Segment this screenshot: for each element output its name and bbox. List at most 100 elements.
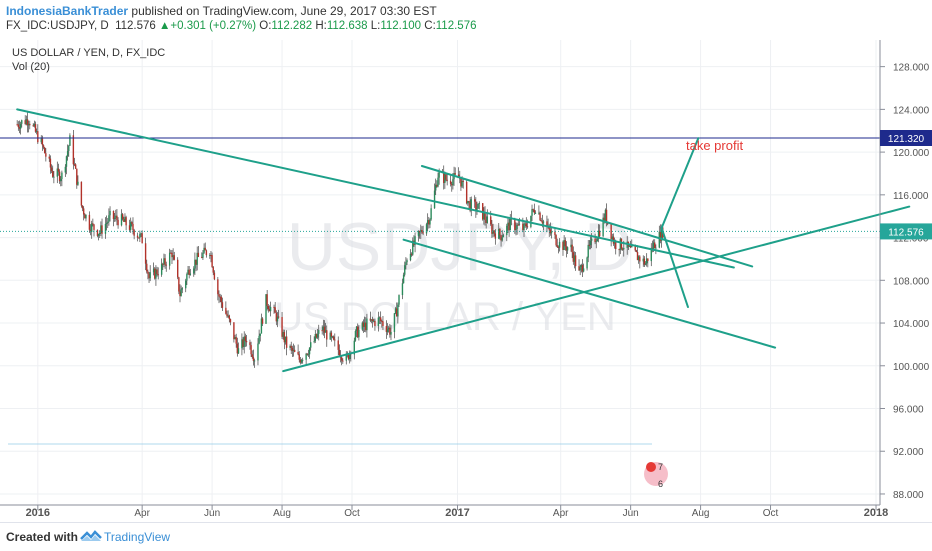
tradingview-logo-icon — [80, 530, 102, 541]
candle-body — [227, 315, 229, 317]
candle-body — [300, 360, 303, 363]
candle-body — [228, 315, 231, 320]
candle-body — [371, 319, 374, 322]
candle-body — [210, 255, 212, 257]
candle-body — [642, 258, 644, 262]
candle-body — [49, 158, 52, 168]
candle-body — [430, 208, 432, 220]
badge-top: 7 — [658, 462, 663, 472]
candle-body — [555, 235, 557, 246]
candle-body — [603, 217, 605, 222]
candle-body — [377, 317, 380, 326]
candle-body — [299, 359, 302, 363]
candle-body — [225, 307, 227, 314]
candle-body — [334, 339, 336, 341]
price-label: 112.576 — [888, 227, 924, 238]
candle-body — [426, 220, 429, 225]
candle-body — [315, 334, 318, 338]
y-axis[interactable]: 132.000128.000124.000120.000116.000112.0… — [880, 40, 930, 501]
candle-body — [201, 256, 203, 258]
candle-body — [530, 215, 532, 227]
candle-body — [24, 120, 26, 124]
candle-body — [267, 305, 269, 310]
trendline[interactable] — [420, 164, 754, 268]
candle-body — [68, 145, 70, 151]
candle-body — [172, 255, 174, 258]
x-axis[interactable]: 2016 Apr Jun Aug Oct 2017 Apr Jun Aug Oct 2018 — [26, 505, 889, 519]
candle-body — [404, 265, 406, 275]
candle-body — [99, 233, 101, 235]
candle-body — [443, 172, 445, 183]
candle-body — [645, 258, 648, 264]
candle-body — [322, 326, 325, 331]
candle-body — [125, 217, 127, 226]
candle-body — [285, 336, 288, 348]
candle-body — [490, 216, 492, 225]
candle-body — [148, 273, 150, 279]
candle-body — [476, 208, 478, 211]
candle-body — [353, 340, 355, 355]
candle-body — [132, 223, 134, 231]
candle-body — [465, 181, 468, 204]
candle-body — [532, 209, 534, 211]
candle-body — [586, 257, 588, 269]
candle-body — [260, 318, 263, 334]
candle-body — [611, 236, 613, 240]
x-tick-label: Oct — [344, 508, 360, 519]
candle-body — [483, 212, 485, 220]
tradingview-link[interactable]: TradingView — [104, 530, 171, 544]
candle-body — [91, 223, 93, 232]
candle-body — [66, 150, 69, 157]
candle-body — [100, 225, 102, 234]
quote-line: FX_IDC:USDJPY, D 112.576 ▲+0.301 (+0.27%… — [6, 20, 476, 32]
candle-body — [406, 260, 408, 263]
candle-body — [35, 131, 38, 133]
candle-body — [326, 330, 328, 340]
candle-body — [618, 249, 620, 251]
candle-body — [590, 238, 593, 241]
created-with-label: Created with — [6, 530, 79, 544]
x-tick-label: 2017 — [445, 507, 469, 519]
candle-body — [435, 184, 437, 191]
candle-body — [220, 296, 222, 303]
trendline[interactable] — [660, 137, 700, 229]
candle-body — [462, 180, 464, 182]
candle-body — [58, 171, 61, 182]
y-tick-label: 128.000 — [893, 63, 930, 74]
trendline[interactable] — [282, 205, 911, 373]
candle-body — [17, 124, 20, 128]
trendline[interactable] — [16, 108, 735, 269]
candle-body — [16, 124, 18, 126]
trendline[interactable] — [402, 238, 777, 349]
candle-body — [397, 304, 399, 317]
trendlines[interactable] — [16, 108, 911, 373]
candle-body — [619, 238, 622, 250]
chart-grid — [0, 40, 880, 505]
open-value: 112.282 — [271, 20, 313, 32]
candle-body — [104, 223, 107, 234]
candle-body — [253, 360, 256, 362]
candle-body — [398, 295, 400, 305]
candle-body — [594, 238, 596, 243]
trendline[interactable] — [660, 226, 689, 309]
price-label: 121.320 — [888, 134, 925, 145]
candle-body — [57, 168, 60, 172]
candle-body — [140, 233, 142, 235]
publisher-link[interactable]: IndonesiaBankTrader — [6, 4, 129, 18]
candle-body — [226, 313, 228, 317]
candle-body — [660, 227, 663, 241]
candle-body — [313, 341, 315, 343]
candle-body — [623, 247, 625, 250]
candle-body — [581, 265, 584, 272]
candle-body — [538, 212, 540, 214]
candle-body — [283, 332, 286, 343]
candle-body — [116, 215, 118, 220]
earnings-badge[interactable]: 7 6 — [644, 462, 668, 489]
candle-body — [73, 164, 76, 166]
candle-body — [475, 201, 477, 211]
candle-body — [82, 208, 85, 215]
price-chart[interactable]: USDJPY, D US DOLLAR / YEN take profit US… — [0, 40, 932, 522]
candle-body — [478, 203, 480, 205]
candle-body — [405, 262, 407, 266]
candle-body — [60, 178, 62, 182]
